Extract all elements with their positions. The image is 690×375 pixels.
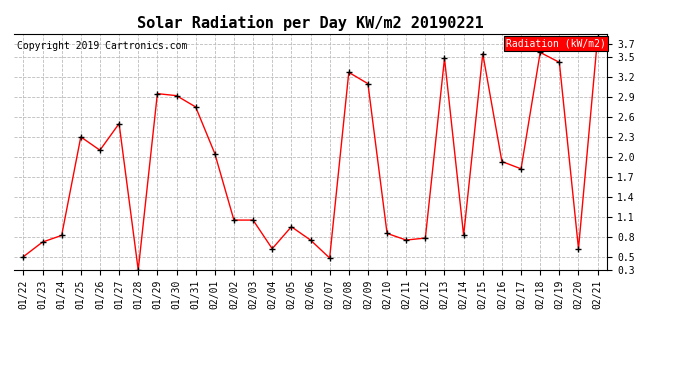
Title: Solar Radiation per Day KW/m2 20190221: Solar Radiation per Day KW/m2 20190221 <box>137 15 484 31</box>
Text: Copyright 2019 Cartronics.com: Copyright 2019 Cartronics.com <box>17 41 187 51</box>
Text: Radiation (kW/m2): Radiation (kW/m2) <box>506 39 606 48</box>
